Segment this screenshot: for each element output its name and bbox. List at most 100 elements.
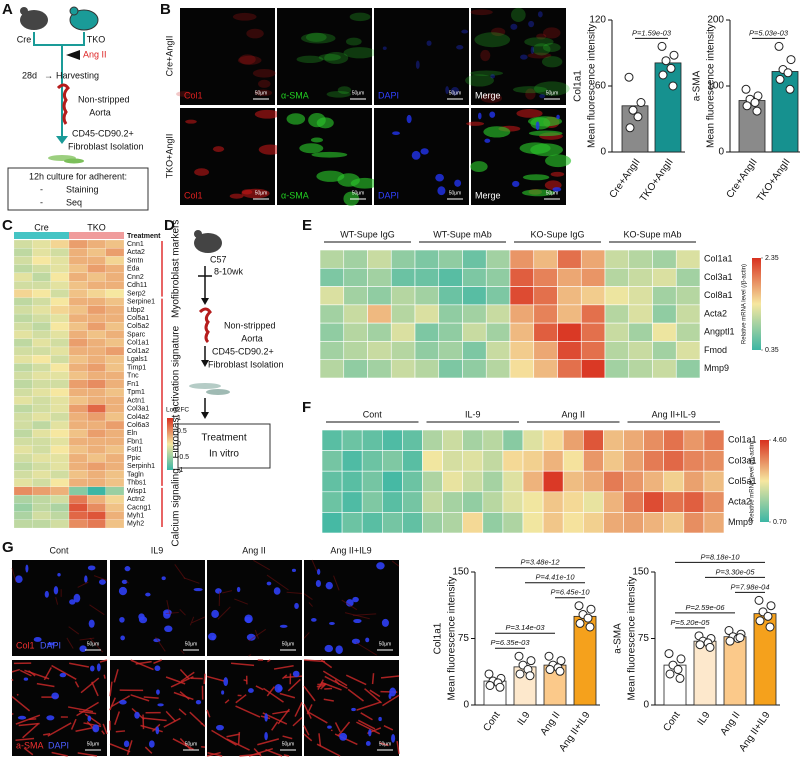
row-label: Serp2 (127, 290, 146, 297)
strain-label: C57 (210, 254, 227, 264)
micrograph-signal (45, 591, 49, 598)
channel-label: DAPI (378, 90, 399, 100)
micrograph-signal (215, 588, 222, 594)
heatmap-cell (581, 268, 605, 286)
panel-label: F (302, 399, 311, 416)
heatmap-cell (51, 240, 69, 248)
heatmap-cell (106, 281, 124, 289)
heatmap-cell (558, 287, 582, 305)
data-point (670, 51, 678, 59)
micrograph-signal (530, 143, 563, 156)
micrograph-signal (474, 32, 510, 47)
column-group-label: WT-Supe IgG (340, 229, 395, 239)
heatmap-cell (534, 268, 558, 286)
channel-label: α-SMA (281, 190, 309, 200)
aorta-icon (200, 309, 210, 342)
heatmap-cell (87, 273, 105, 281)
row-group-label: Calcium signaling (171, 468, 182, 546)
micrograph-signal (551, 172, 565, 177)
panel-a: Cre TKO Ang II 28d → Harvesting Non-stri… (8, 7, 148, 210)
micrograph-signal (92, 724, 99, 732)
heatmap-cell (87, 372, 105, 380)
p-value: P=5.20e-05 (671, 618, 711, 627)
micrograph-signal (531, 46, 534, 54)
heatmap-cell (344, 341, 368, 359)
micrograph-signal (311, 137, 323, 142)
heatmap-cell (391, 305, 415, 323)
stain-label: Col1 (16, 640, 35, 650)
micrograph-signal (223, 677, 228, 686)
heatmap-cell (402, 451, 422, 472)
micrograph-signal (543, 27, 560, 38)
heatmap-cell (14, 281, 32, 289)
heatmap-cell (653, 323, 677, 341)
heatmap-cell (106, 429, 124, 437)
heatmap-cell (320, 268, 344, 286)
heatmap-cell (653, 287, 677, 305)
data-point (786, 85, 794, 93)
heatmap-cell (704, 492, 724, 513)
heatmap-cell (87, 355, 105, 363)
row-label: Mmp9 (704, 363, 729, 373)
heatmap-cell (106, 331, 124, 339)
heatmap-cell (423, 512, 443, 533)
micrograph-signal (157, 703, 163, 706)
heatmap-cell (644, 471, 664, 492)
micrograph-signal (470, 9, 492, 15)
micrograph-signal (264, 732, 268, 740)
micrograph-signal (99, 579, 106, 585)
heatmap-cell (106, 396, 124, 404)
heatmap-cell (391, 341, 415, 359)
x-tick-label: Cre+AngII (725, 157, 760, 200)
heatmap-cell (51, 512, 69, 520)
heatmap-cell (362, 492, 382, 513)
heatmap-cell (69, 388, 87, 396)
micrograph-signal (248, 688, 254, 693)
data-point (662, 57, 670, 65)
heatmap-cell (69, 322, 87, 330)
micrograph-signal (17, 694, 18, 695)
heatmap-cell (368, 323, 392, 341)
data-point (667, 64, 675, 72)
micrograph-signal (378, 717, 382, 721)
heatmap-cell (69, 503, 87, 511)
column-group-label: TKO (87, 222, 106, 232)
heatmap-cell (106, 479, 124, 487)
micrograph-signal (29, 719, 36, 720)
micrograph-signal (311, 152, 347, 158)
sort-label: CD45-CD90.2+ (72, 128, 134, 138)
heatmap-cell (344, 305, 368, 323)
heatmap-cell (503, 512, 523, 533)
micrograph-signal (292, 569, 296, 572)
heatmap-cell (583, 492, 603, 513)
micrograph-signal (466, 122, 484, 126)
micrograph-signal (350, 13, 371, 21)
heatmap-cell (69, 355, 87, 363)
colorbar-tick-label: -0.5 (177, 454, 189, 461)
heatmap-cell (676, 360, 700, 378)
micrograph-signal (470, 161, 487, 172)
heatmap-cell (32, 446, 50, 454)
heatmap-cell (106, 314, 124, 322)
micrograph-signal (317, 569, 320, 575)
heatmap-cell (106, 413, 124, 421)
row-label: Fstl1 (127, 447, 142, 454)
heatmap-cell (664, 492, 684, 513)
column-group-label: Cre (34, 222, 49, 232)
heatmap-cell (510, 305, 534, 323)
heatmap-cell (676, 323, 700, 341)
heatmap-cell (629, 305, 653, 323)
data-point (545, 652, 553, 660)
scale-bar-label: 50μm (546, 90, 559, 96)
heatmap-cell (483, 451, 503, 472)
list-dash: - (40, 197, 43, 207)
micrograph-signal (242, 189, 253, 194)
row-label: Fn1 (127, 381, 139, 388)
micrograph-signal (119, 700, 127, 705)
heatmap-cell (534, 341, 558, 359)
micrograph-signal (346, 38, 362, 46)
heatmap-cell (87, 405, 105, 413)
y-axis-label: Mean fluorescence intensity (706, 24, 717, 148)
row-label: Col1a1 (127, 340, 149, 347)
sort-label: Fibroblast Isolation (208, 359, 284, 369)
